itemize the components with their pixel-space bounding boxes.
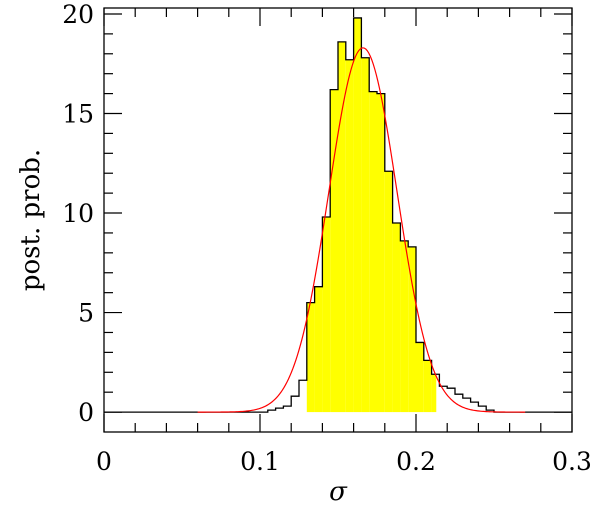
credible-bar — [314, 286, 323, 413]
credible-bar — [330, 89, 338, 413]
y-tick-label: 10 — [62, 199, 94, 228]
credible-bar — [423, 360, 432, 413]
x-axis-label: σ — [329, 477, 348, 505]
y-tick-label: 15 — [62, 100, 94, 129]
credible-bar — [416, 342, 424, 413]
y-tick-label: 0 — [78, 398, 94, 427]
axis-ticks — [103, 8, 573, 432]
credible-bar — [322, 217, 331, 413]
x-tick-label: 0 — [96, 447, 112, 476]
credible-bar — [353, 17, 362, 413]
credible-bar — [338, 41, 346, 413]
credible-bar — [400, 240, 409, 413]
credible-bar — [369, 91, 377, 413]
credible-bar — [377, 93, 385, 413]
y-tick-label: 20 — [62, 0, 94, 29]
plot-frame — [103, 7, 573, 433]
x-tick-label: 0.3 — [552, 447, 592, 476]
y-tick-label: 5 — [78, 299, 94, 328]
credible-bar — [431, 374, 437, 413]
credible-bar — [306, 302, 315, 413]
x-tick-label: 0.1 — [240, 447, 280, 476]
x-tick-label: 0.2 — [396, 447, 436, 476]
credible-bar — [408, 246, 416, 413]
histogram-bars — [306, 17, 437, 413]
tick-labels: 0 0.1 0.2 0.3 0 5 10 15 20 — [62, 0, 592, 476]
y-axis-label: post. prob. — [16, 149, 46, 291]
gaussian-fit-group — [197, 47, 526, 413]
credible-bar — [384, 171, 393, 413]
gaussian-fit-curve — [197, 47, 526, 413]
credible-bar — [345, 59, 354, 413]
credible-bar — [392, 222, 401, 413]
credible-bar — [361, 57, 370, 413]
